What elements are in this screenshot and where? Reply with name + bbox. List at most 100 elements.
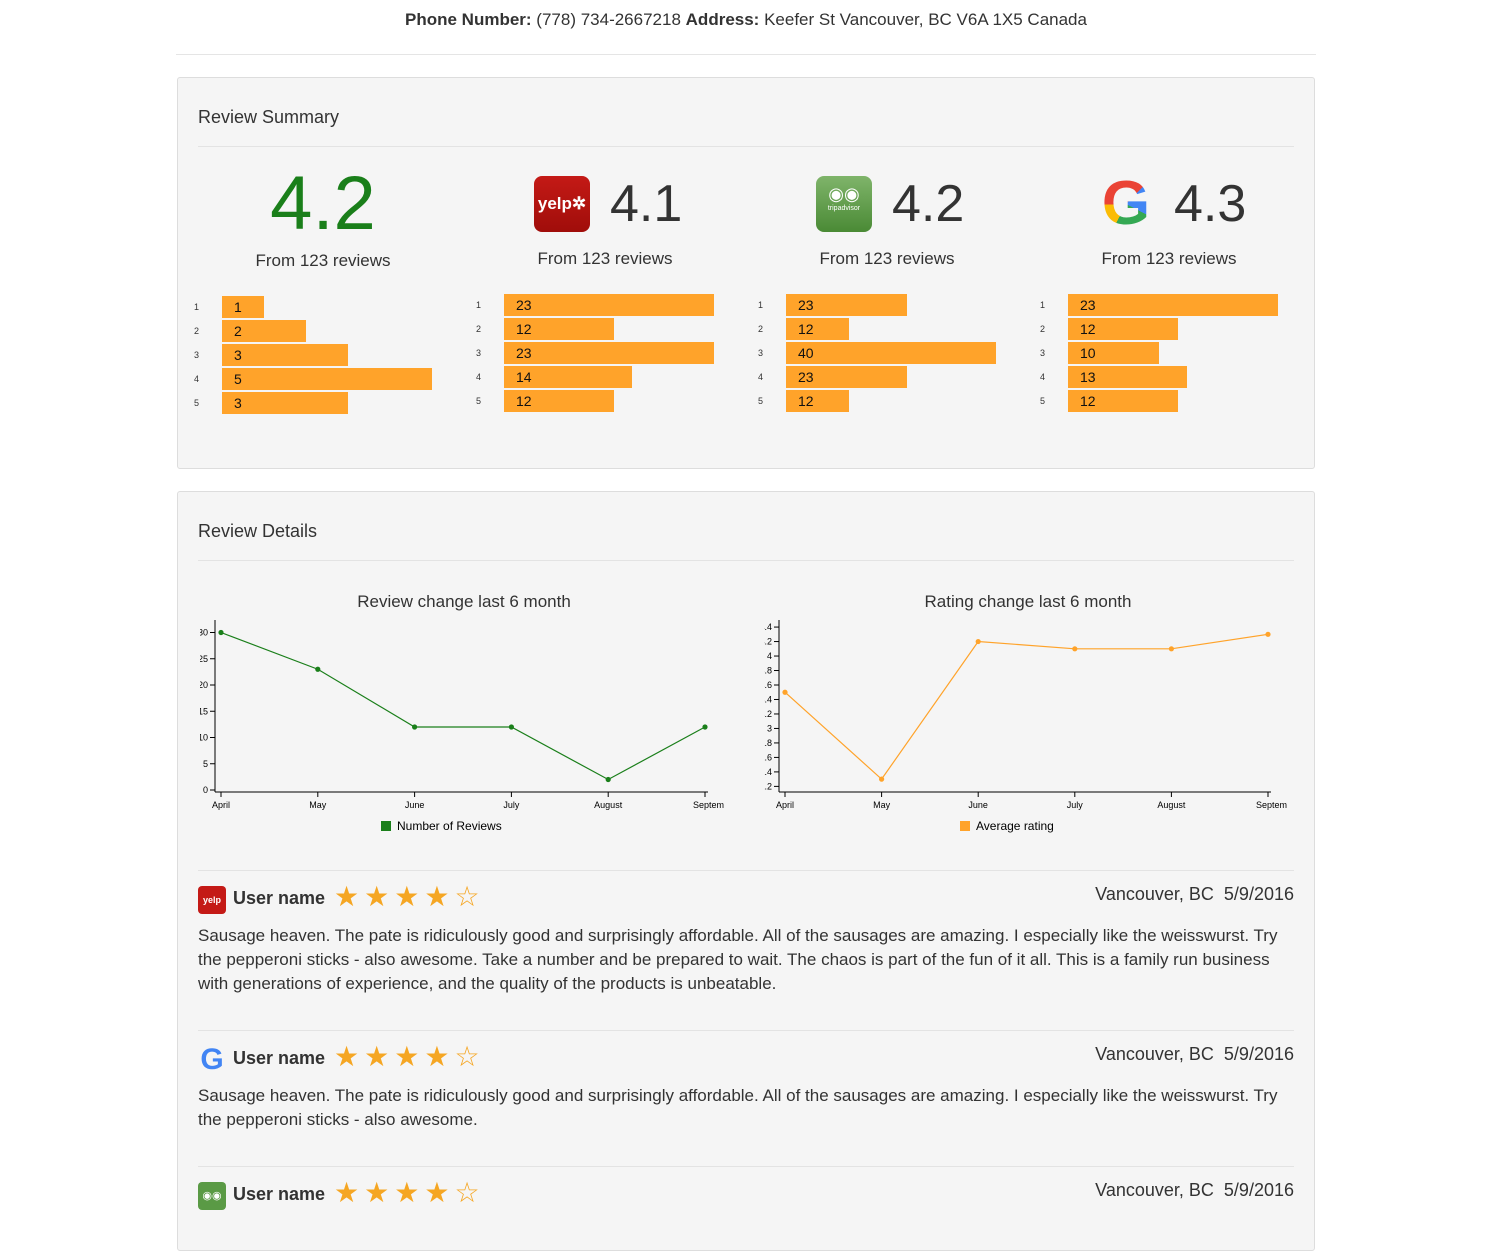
- rating-bar: 12: [504, 390, 614, 412]
- star-filled-icon: ★: [334, 1177, 365, 1208]
- rating-chart: 2.2 2.4 2.6 2.8 3 3.2 3.4 3.6 3.8 4 4.2 4.4 April May…: [764, 620, 1287, 833]
- rating-bar: 12: [786, 318, 849, 340]
- tripadvisor-review-count: From 123 reviews: [819, 249, 955, 268]
- rating-bar: 23: [504, 342, 714, 364]
- yelp-logo-icon: yelp✲: [534, 176, 590, 232]
- star-empty-icon: ☆: [454, 1041, 485, 1072]
- legend-label: Average rating: [976, 819, 1054, 833]
- star-filled-icon: ★: [394, 1041, 425, 1072]
- star-level-label: 1: [758, 300, 764, 310]
- review-date: 5/9/2016: [1223, 1044, 1294, 1064]
- y-tick-label: 0: [203, 785, 208, 795]
- star-level-label: 5: [1040, 396, 1046, 406]
- panel-title: Review Details: [198, 521, 318, 541]
- contact-info: Phone Number: (778) 734-2667218 Address:…: [176, 10, 1316, 30]
- phone-label: Phone Number:: [405, 10, 532, 29]
- x-tick-label: Septem: [693, 800, 724, 810]
- star-level-label: 2: [194, 326, 200, 336]
- x-tick-label: August: [1157, 800, 1186, 810]
- rating-bar: 23: [786, 366, 907, 388]
- star-level-label: 5: [194, 398, 200, 408]
- x-tick-label: April: [776, 800, 794, 810]
- y-tick-label: 25: [200, 654, 208, 664]
- x-tick-label: May: [873, 800, 891, 810]
- star-level-label: 1: [194, 302, 200, 312]
- data-point: [1168, 646, 1174, 652]
- x-tick-label: June: [405, 800, 425, 810]
- review-location-date: Vancouver, BC 5/9/2016: [1095, 1044, 1294, 1065]
- star-level-label: 5: [758, 396, 764, 406]
- rating-bar: 12: [786, 390, 849, 412]
- data-point: [218, 629, 224, 636]
- star-filled-icon: ★: [424, 1177, 455, 1208]
- rating-bar: 1: [222, 296, 264, 318]
- panel-title: Review Summary: [198, 107, 340, 127]
- rating-bar: 3: [222, 344, 348, 366]
- yelp-logo-icon: yelp: [198, 886, 226, 914]
- star-empty-icon: ☆: [454, 1177, 485, 1208]
- overall-review-count: From 123 reviews: [255, 251, 391, 270]
- y-tick-label: 20: [200, 680, 208, 690]
- star-filled-icon: ★: [394, 881, 425, 912]
- rating-bar: 40: [786, 342, 996, 364]
- review-date: 5/9/2016: [1223, 1180, 1294, 1200]
- star-level-label: 2: [1040, 324, 1046, 334]
- user-name[interactable]: User name: [233, 1184, 326, 1204]
- legend-swatch: [381, 821, 391, 831]
- divider: [198, 1030, 1294, 1031]
- divider: [198, 146, 1294, 147]
- data-point: [508, 724, 514, 730]
- y-tick-label: 4.2: [764, 637, 772, 647]
- x-tick-label: May: [309, 800, 327, 810]
- rating-bar: 3: [222, 392, 348, 414]
- star-empty-icon: ☆: [454, 881, 485, 912]
- star-filled-icon: ★: [364, 1177, 395, 1208]
- review-details-panel: Review Details Review change last 6 mont…: [177, 491, 1315, 1251]
- phone-number: (778) 734-2667218: [536, 10, 681, 29]
- data-point: [315, 666, 321, 672]
- yelp-summary: yelp✲ 4.1 From 123 reviews 1 23 2 12 3 23 4 14 5…: [464, 78, 746, 468]
- rating-bar: 12: [1068, 318, 1178, 340]
- x-tick-label: Septem: [1256, 800, 1287, 810]
- review-count-chart: 0 5 10 15 20 25 30 April May June July August Septem…: [200, 620, 724, 833]
- yelp-score: 4.1: [610, 175, 683, 233]
- data-point: [879, 776, 885, 782]
- x-tick-label: July: [1067, 800, 1084, 810]
- star-level-label: 1: [476, 300, 482, 310]
- star-filled-icon: ★: [424, 1041, 455, 1072]
- divider: [198, 870, 1294, 871]
- y-tick-label: 3: [767, 723, 772, 733]
- star-rating: ★★★★☆: [334, 1176, 485, 1209]
- star-rating: ★★★★☆: [334, 1040, 485, 1073]
- user-name[interactable]: User name: [233, 888, 326, 908]
- legend-swatch: [960, 821, 970, 831]
- review-location-date: Vancouver, BC 5/9/2016: [1095, 884, 1294, 905]
- star-level-label: 1: [1040, 300, 1046, 310]
- user-name[interactable]: User name: [233, 1048, 326, 1068]
- review-text: Sausage heaven. The pate is ridiculously…: [198, 1086, 1278, 1129]
- star-level-label: 3: [758, 348, 764, 358]
- divider: [198, 1166, 1294, 1167]
- star-level-label: 4: [758, 372, 764, 382]
- star-filled-icon: ★: [364, 1041, 395, 1072]
- data-point: [1072, 646, 1078, 652]
- y-tick-label: 2.4: [764, 767, 772, 777]
- data-point: [975, 638, 981, 645]
- star-filled-icon: ★: [364, 881, 395, 912]
- google-score: 4.3: [1174, 175, 1247, 233]
- y-tick-label: 30: [200, 628, 208, 638]
- divider: [198, 560, 1294, 561]
- star-filled-icon: ★: [334, 881, 365, 912]
- series-line: [220, 631, 706, 781]
- chart-title: Review change last 6 month: [357, 592, 571, 611]
- star-level-label: 3: [194, 350, 200, 360]
- divider: [176, 54, 1316, 55]
- series-line: [784, 633, 1269, 781]
- data-point: [412, 724, 418, 730]
- x-tick-label: April: [212, 800, 230, 810]
- x-tick-label: August: [594, 800, 623, 810]
- rating-bar: 2: [222, 320, 306, 342]
- chart-title: Rating change last 6 month: [924, 592, 1132, 611]
